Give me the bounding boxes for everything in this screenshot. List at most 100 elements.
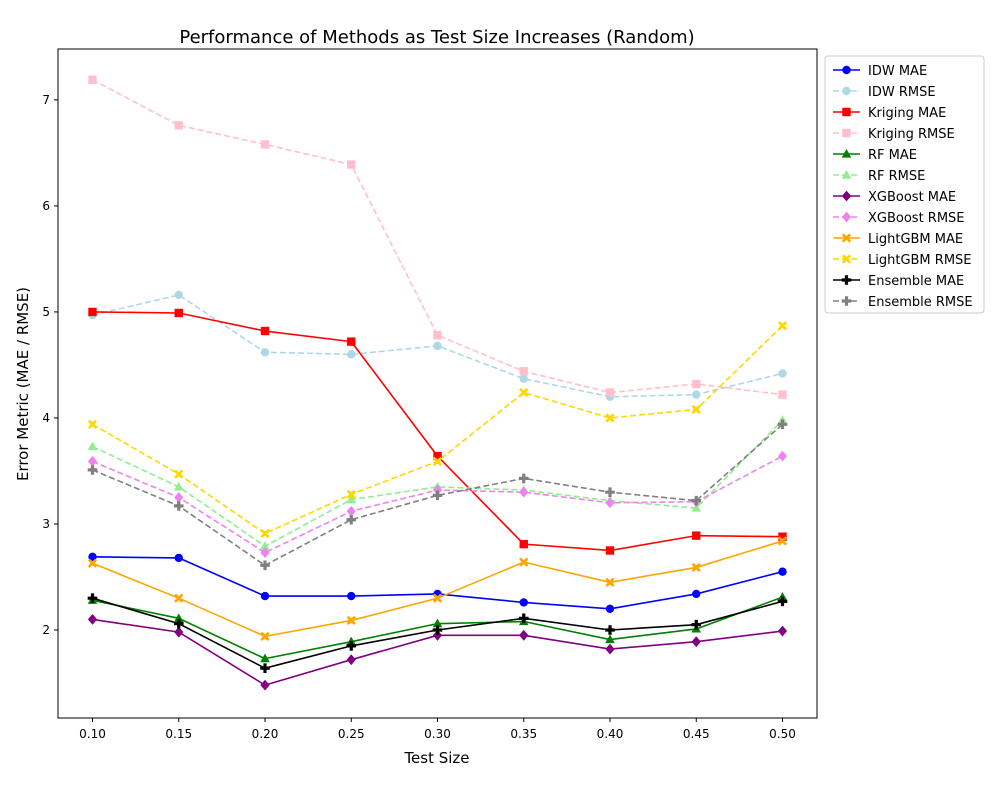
- data-point-idw-mae: [605, 604, 615, 613]
- data-point-kriging-rmse: [605, 388, 615, 397]
- data-point-rf-rmse: [260, 541, 270, 550]
- legend-marker-rf-mae: [841, 149, 852, 158]
- legend-label-lightgbm-rmse: LightGBM RMSE: [868, 253, 972, 268]
- data-point-ensemble-rmse: [173, 501, 184, 511]
- data-point-xgboost-mae: [777, 625, 788, 637]
- data-point-lightgbm-rmse: [777, 321, 788, 331]
- x-tick-label: 0.35: [510, 727, 537, 741]
- data-point-xgboost-mae: [174, 626, 184, 638]
- data-point-kriging-rmse: [347, 160, 356, 169]
- data-point-xgboost-mae: [432, 629, 443, 641]
- x-tick-label: 0.50: [769, 727, 796, 741]
- data-point-xgboost-rmse: [260, 547, 270, 559]
- data-point-lightgbm-rmse: [174, 469, 184, 479]
- data-point-lightgbm-mae: [519, 557, 529, 567]
- legend-label-xgboost-rmse: XGBoost RMSE: [868, 211, 965, 226]
- data-point-xgboost-rmse: [346, 505, 356, 517]
- legend-label-ensemble-rmse: Ensemble RMSE: [868, 295, 973, 310]
- data-point-kriging-rmse: [88, 75, 97, 84]
- x-tick-label: 0.40: [597, 727, 624, 741]
- data-point-lightgbm-mae: [605, 577, 615, 587]
- data-point-kriging-mae: [692, 531, 701, 540]
- data-point-kriging-mae: [347, 337, 356, 346]
- data-point-kriging-rmse: [778, 390, 787, 399]
- data-point-rf-rmse: [346, 494, 357, 504]
- series-line-idw-mae: [92, 556, 783, 610]
- data-point-xgboost-mae: [519, 629, 529, 641]
- data-point-ensemble-mae: [173, 618, 184, 629]
- data-point-idw-rmse: [778, 369, 787, 378]
- data-point-ensemble-rmse: [87, 465, 98, 475]
- data-point-lightgbm-mae: [174, 593, 184, 603]
- data-point-ensemble-mae: [691, 619, 702, 630]
- data-point-idw-rmse: [260, 348, 270, 357]
- data-point-idw-mae: [692, 589, 701, 599]
- data-point-rf-rmse: [173, 481, 184, 491]
- plot-area: 0.10 0.15 0.20 0.25 0.30 0.35 0.40 0.45 0.50 2 3 4…: [42, 48, 818, 741]
- data-point-kriging-mae: [433, 451, 442, 461]
- legend-marker-ensemble-rmse: [841, 296, 852, 306]
- data-point-ensemble-mae: [87, 593, 98, 603]
- legend-label-idw-mae: IDW MAE: [868, 64, 927, 79]
- data-point-ensemble-rmse: [432, 490, 443, 501]
- legend-label-rf-mae: RF MAE: [868, 148, 917, 163]
- x-axis: 0.10 0.15 0.20 0.25 0.30 0.35 0.40 0.45 0.50: [79, 718, 796, 741]
- data-point-rf-rmse: [87, 441, 98, 451]
- legend-label-lightgbm-mae: LightGBM MAE: [868, 232, 963, 247]
- x-tick-label: 0.25: [338, 727, 365, 741]
- data-point-rf-rmse: [777, 415, 788, 424]
- data-point-kriging-mae: [260, 326, 270, 336]
- legend-marker-kriging-rmse: [842, 128, 851, 138]
- series-line-ensemble-rmse: [92, 423, 784, 567]
- data-point-lightgbm-rmse: [519, 387, 529, 398]
- legend-label-kriging-mae: Kriging MAE: [868, 106, 946, 121]
- data-point-lightgbm-mae: [432, 593, 443, 603]
- series-markers: [87, 75, 788, 691]
- legend-label-ensemble-mae: Ensemble MAE: [868, 274, 964, 289]
- data-point-lightgbm-mae: [691, 562, 701, 573]
- data-point-xgboost-rmse: [605, 497, 615, 509]
- data-point-lightgbm-rmse: [432, 456, 443, 467]
- x-tick-label: 0.45: [683, 727, 710, 741]
- data-point-ensemble-rmse: [777, 419, 788, 430]
- y-tick-label: 7: [42, 93, 50, 107]
- data-point-idw-mae: [347, 591, 356, 601]
- data-point-xgboost-mae: [346, 654, 356, 666]
- legend-marker-idw-rmse: [842, 86, 851, 96]
- data-point-lightgbm-mae: [777, 536, 788, 546]
- legend-label-idw-rmse: IDW RMSE: [868, 85, 936, 100]
- data-point-lightgbm-rmse: [605, 413, 615, 423]
- y-tick-label: 2: [42, 623, 50, 637]
- data-point-rf-mae: [173, 613, 184, 622]
- data-point-idw-mae: [778, 567, 787, 576]
- data-point-rf-mae: [346, 636, 357, 646]
- data-point-idw-mae: [174, 553, 183, 563]
- chart-title: Performance of Methods as Test Size Incr…: [179, 27, 694, 48]
- legend-marker-ensemble-mae: [841, 275, 852, 285]
- data-point-kriging-mae: [519, 539, 528, 549]
- data-point-lightgbm-mae: [260, 631, 270, 641]
- data-point-idw-rmse: [347, 350, 356, 359]
- legend-marker-idw-mae: [842, 65, 851, 75]
- data-point-kriging-mae: [605, 546, 615, 555]
- data-point-ensemble-mae: [346, 641, 357, 651]
- data-point-kriging-rmse: [692, 379, 701, 389]
- data-point-lightgbm-rmse: [346, 489, 356, 499]
- y-tick-label: 6: [42, 199, 50, 213]
- legend-marker-kriging-mae: [842, 107, 851, 117]
- data-point-lightgbm-mae: [346, 615, 356, 626]
- data-point-kriging-mae: [174, 308, 183, 318]
- y-tick-label: 3: [42, 517, 50, 531]
- data-point-ensemble-rmse: [518, 473, 529, 484]
- data-point-ensemble-rmse: [605, 487, 615, 497]
- legend-label-kriging-rmse: Kriging RMSE: [868, 127, 955, 142]
- series-line-rf-rmse: [92, 419, 784, 548]
- data-point-xgboost-rmse: [174, 492, 184, 503]
- data-point-ensemble-mae: [605, 625, 615, 635]
- data-point-lightgbm-rmse: [87, 419, 98, 429]
- data-point-ensemble-mae: [432, 625, 443, 635]
- data-point-rf-mae: [260, 653, 270, 663]
- data-point-kriging-rmse: [519, 367, 528, 376]
- data-point-xgboost-rmse: [519, 486, 529, 498]
- data-point-ensemble-mae: [777, 596, 788, 607]
